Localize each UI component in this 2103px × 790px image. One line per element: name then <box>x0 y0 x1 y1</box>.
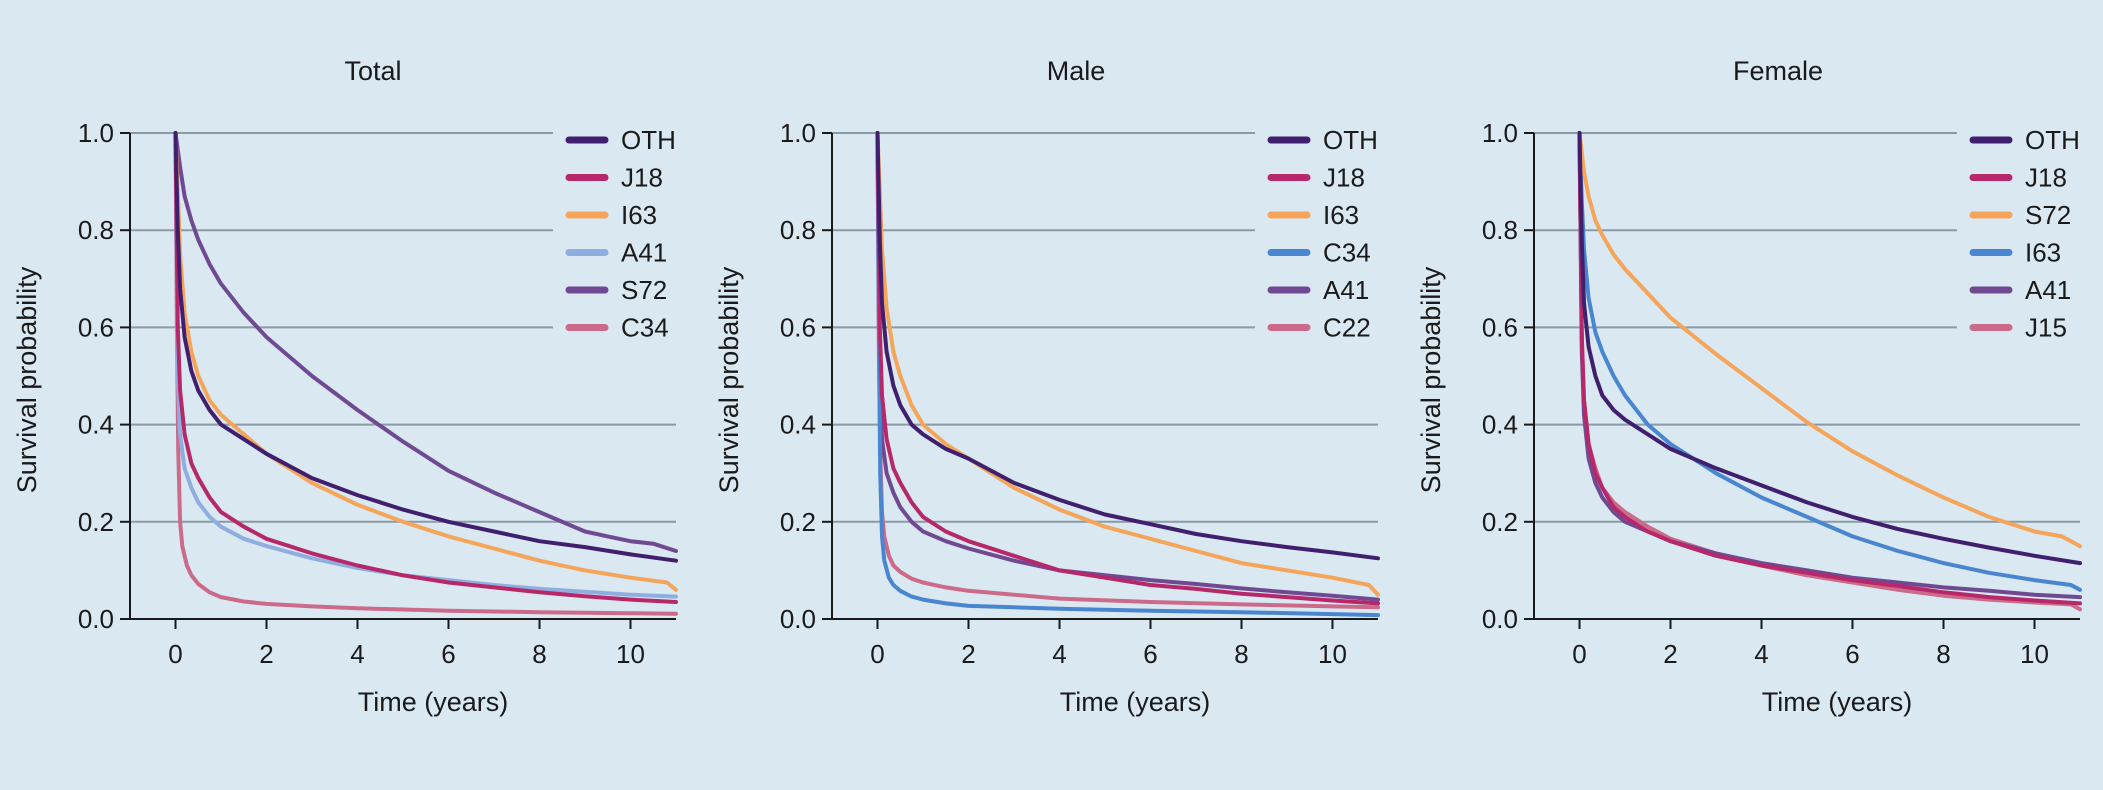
legend-label-j18: J18 <box>621 163 663 193</box>
x-tick-label: 0 <box>168 639 182 669</box>
y-tick-label: 0.4 <box>780 410 816 440</box>
y-tick-label: 0.2 <box>78 507 114 537</box>
series-line-oth <box>1577 131 2082 566</box>
legend-label-oth: OTH <box>1323 125 1378 155</box>
x-axis-label: Time (years) <box>358 687 509 717</box>
series-line-oth <box>173 131 678 563</box>
series-line-s72 <box>173 131 678 553</box>
legend-label-a41: A41 <box>621 238 667 268</box>
x-tick-label: 4 <box>1754 639 1768 669</box>
y-tick-label: 0.8 <box>780 215 816 245</box>
series-line-i63 <box>875 131 1380 597</box>
x-axis-label: Time (years) <box>1762 687 1913 717</box>
x-tick-label: 0 <box>870 639 884 669</box>
x-tick-label: 4 <box>1052 639 1066 669</box>
series-line-j18 <box>173 131 678 604</box>
y-tick-label: 0.4 <box>78 410 114 440</box>
legend: OTH J18 I63 A41 S72 C34 <box>565 125 676 343</box>
y-tick-label: 0.2 <box>1482 507 1518 537</box>
x-tick-label: 2 <box>259 639 273 669</box>
series-line-a41 <box>875 131 1380 602</box>
y-axis-label: Survival probability <box>12 266 42 493</box>
legend-label-s72: S72 <box>2025 200 2071 230</box>
chart-title: Male <box>1047 56 1106 86</box>
y-tick-label: 0.0 <box>1482 604 1518 634</box>
chart-title: Female <box>1733 56 1823 86</box>
y-tick-label: 1.0 <box>78 118 114 148</box>
x-tick-label: 10 <box>616 639 645 669</box>
legend-label-c34: C34 <box>1323 238 1371 268</box>
x-tick-label: 8 <box>1936 639 1950 669</box>
series-line-a41 <box>173 131 678 599</box>
y-axis-label: Survival probability <box>714 266 744 493</box>
x-tick-label: 2 <box>961 639 975 669</box>
x-tick-label: 6 <box>1143 639 1157 669</box>
legend: OTH J18 I63 C34 A41 C22 <box>1267 125 1378 343</box>
x-tick-label: 6 <box>441 639 455 669</box>
y-axis-label: Survival probability <box>1416 266 1446 493</box>
legend-label-a41: A41 <box>2025 275 2071 305</box>
x-tick-label: 2 <box>1663 639 1677 669</box>
chart-panel-total: Total 0.0 0.2 0.4 0.6 0.8 1.0 0 2 4 6 8 10 Time (year… <box>12 56 678 717</box>
y-tick-label: 0.8 <box>78 215 114 245</box>
legend-label-a41: A41 <box>1323 275 1369 305</box>
x-tick-label: 4 <box>350 639 364 669</box>
y-tick-label: 0.6 <box>78 312 114 342</box>
x-tick-label: 10 <box>1318 639 1347 669</box>
legend-label-j18: J18 <box>1323 163 1365 193</box>
legend-label-oth: OTH <box>621 125 676 155</box>
y-tick-label: 0.6 <box>1482 312 1518 342</box>
legend-label-i63: I63 <box>1323 200 1359 230</box>
legend-label-oth: OTH <box>2025 125 2080 155</box>
series-line-s72 <box>1577 131 2082 549</box>
x-tick-label: 10 <box>2020 639 2049 669</box>
series-line-c34 <box>875 131 1380 618</box>
x-tick-label: 6 <box>1845 639 1859 669</box>
x-tick-label: 0 <box>1572 639 1586 669</box>
chart-panels: Total 0.0 0.2 0.4 0.6 0.8 1.0 0 2 4 6 8 10 Time (year… <box>12 56 2082 717</box>
x-tick-label: 8 <box>532 639 546 669</box>
x-tick-label: 8 <box>1234 639 1248 669</box>
chart-title: Total <box>344 56 401 86</box>
y-tick-label: 0.2 <box>780 507 816 537</box>
legend-label-j15: J15 <box>2025 313 2067 343</box>
series-lines <box>173 131 678 616</box>
legend-label-c22: C22 <box>1323 313 1371 343</box>
y-tick-label: 0.8 <box>1482 215 1518 245</box>
y-tick-label: 0.0 <box>780 604 816 634</box>
series-line-c34 <box>173 131 678 616</box>
y-tick-label: 0.0 <box>78 604 114 634</box>
chart-panel-female: Female 0.0 0.2 0.4 0.6 0.8 1.0 0 2 4 6 8 10 Time (yea… <box>1416 56 2082 717</box>
chart-panel-male: Male 0.0 0.2 0.4 0.6 0.8 1.0 0 2 4 6 8 10 Time (years… <box>714 56 1380 717</box>
series-lines <box>875 131 1380 618</box>
legend-label-i63: I63 <box>621 200 657 230</box>
series-line-j18 <box>1577 131 2082 606</box>
y-tick-label: 0.4 <box>1482 410 1518 440</box>
y-tick-label: 0.6 <box>780 312 816 342</box>
legend-label-j18: J18 <box>2025 163 2067 193</box>
y-tick-label: 1.0 <box>780 118 816 148</box>
legend-label-c34: C34 <box>621 313 669 343</box>
legend: OTH J18 S72 I63 A41 J15 <box>1969 125 2080 343</box>
legend-label-i63: I63 <box>2025 238 2061 268</box>
legend-label-s72: S72 <box>621 275 667 305</box>
series-line-i63 <box>173 131 678 592</box>
series-line-oth <box>875 131 1380 561</box>
series-lines <box>1577 131 2082 612</box>
series-line-j18 <box>875 131 1380 606</box>
x-axis-label: Time (years) <box>1060 687 1211 717</box>
y-tick-label: 1.0 <box>1482 118 1518 148</box>
